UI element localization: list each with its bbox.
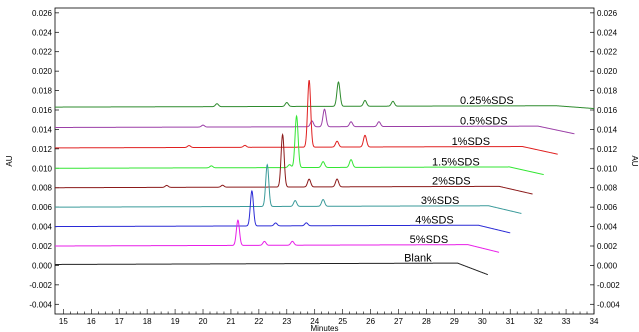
series-label-5: 3%SDS xyxy=(421,195,460,207)
y-tick-label-right: 0.004 xyxy=(597,223,618,232)
y-tick-label-right: 0.026 xyxy=(597,9,618,18)
x-tick-label: 29 xyxy=(450,317,459,326)
series-label-1: 0.5%SDS xyxy=(460,115,508,127)
y-tick-label-right: 0.000 xyxy=(597,261,618,270)
series-line-3 xyxy=(54,114,544,176)
y-tick-label-left: 0.002 xyxy=(32,242,53,251)
y-axis-title-left: AU xyxy=(5,155,14,166)
series-label-0: 0.25%SDS xyxy=(460,95,514,107)
x-tick-label: 18 xyxy=(143,317,152,326)
y-tick-label-left: 0.004 xyxy=(32,223,53,232)
x-tick-label: 34 xyxy=(590,317,599,326)
y-tick-label-right: 0.016 xyxy=(597,106,618,115)
x-tick-label: 25 xyxy=(338,317,347,326)
y-tick-label-right: -0.002 xyxy=(597,281,620,290)
y-tick-label-left: 0.012 xyxy=(32,145,53,154)
y-tick-label-right: 0.010 xyxy=(597,164,618,173)
x-tick-label: 19 xyxy=(171,317,180,326)
y-tick-label-right: 0.024 xyxy=(597,28,618,37)
x-tick-label: 32 xyxy=(534,317,543,326)
series-label-2: 1%SDS xyxy=(452,136,491,148)
x-tick-label: 24 xyxy=(310,317,319,326)
y-axis-title-right: AU xyxy=(630,155,639,166)
plot-border xyxy=(54,7,595,315)
y-tick-label-left: 0.014 xyxy=(32,125,53,134)
series-label-7: 5%SDS xyxy=(410,234,449,246)
series-label-4: 2%SDS xyxy=(432,176,471,188)
x-tick-label: 21 xyxy=(226,317,235,326)
x-tick-label: 23 xyxy=(282,317,291,326)
series-line-5 xyxy=(55,163,522,214)
y-tick-label-right: 0.014 xyxy=(597,125,618,134)
series-line-6 xyxy=(55,189,511,234)
y-tick-label-right: 0.002 xyxy=(597,242,618,251)
x-tick-label: 17 xyxy=(115,317,124,326)
series-label-3: 1.5%SDS xyxy=(432,156,480,168)
y-tick-label-left: 0.010 xyxy=(32,164,53,173)
x-tick-label: 30 xyxy=(478,317,487,326)
x-tick-label: 33 xyxy=(562,317,571,326)
y-tick-label-left: 0.006 xyxy=(32,203,53,212)
series-line-4 xyxy=(55,132,533,195)
x-tick-label: 20 xyxy=(199,317,208,326)
x-tick-label: 27 xyxy=(394,317,403,326)
y-tick-label-left: 0.016 xyxy=(32,106,53,115)
series-line-8 xyxy=(55,262,489,276)
y-tick-label-right: 0.022 xyxy=(597,48,618,57)
x-tick-label: 31 xyxy=(506,317,515,326)
series-labels: 0.25%SDS 0.5%SDS 1%SDS 1.5%SDS 2%SDS 3%SDS 4%S… xyxy=(404,95,514,264)
y-tick-label-right: 0.018 xyxy=(597,87,618,96)
y-tick-label-right: 0.012 xyxy=(597,145,618,154)
y-tick-label-left: 0.008 xyxy=(32,184,53,193)
y-tick-label-left: 0.026 xyxy=(32,9,53,18)
x-tick-label: 16 xyxy=(87,317,96,326)
y-tick-label-left: 0.018 xyxy=(32,87,53,96)
y-tick-label-right: 0.008 xyxy=(597,184,618,193)
y-tick-label-right: 0.020 xyxy=(597,67,618,76)
x-tick-label: 22 xyxy=(254,317,263,326)
x-tick-label: 28 xyxy=(422,317,431,326)
series-line-1 xyxy=(54,108,575,135)
series-label-8: Blank xyxy=(404,252,432,264)
series-line-7 xyxy=(55,219,500,253)
y-tick-label-left: 0.000 xyxy=(32,261,53,270)
y-tick-label-left: 0.022 xyxy=(32,48,53,57)
series-line-0 xyxy=(54,81,595,110)
x-tick-label: 26 xyxy=(366,317,375,326)
series-lines xyxy=(54,79,595,276)
y-tick-label-left: -0.002 xyxy=(29,281,52,290)
series-label-6: 4%SDS xyxy=(415,215,454,227)
y-tick-label-right: 0.006 xyxy=(597,203,618,212)
y-tick-label-right: -0.004 xyxy=(597,300,620,309)
plot-frame: 0.026 0.026 0.024 0.024 0.022 0.022 0.020 0.020… xyxy=(29,7,620,326)
x-tick-label: 15 xyxy=(59,317,68,326)
series-line-2 xyxy=(54,79,558,155)
x-axis-title: Minutes xyxy=(310,324,338,332)
y-tick-label-left: 0.020 xyxy=(32,67,53,76)
y-tick-label-left: 0.024 xyxy=(32,28,53,37)
y-tick-label-left: -0.004 xyxy=(29,300,52,309)
